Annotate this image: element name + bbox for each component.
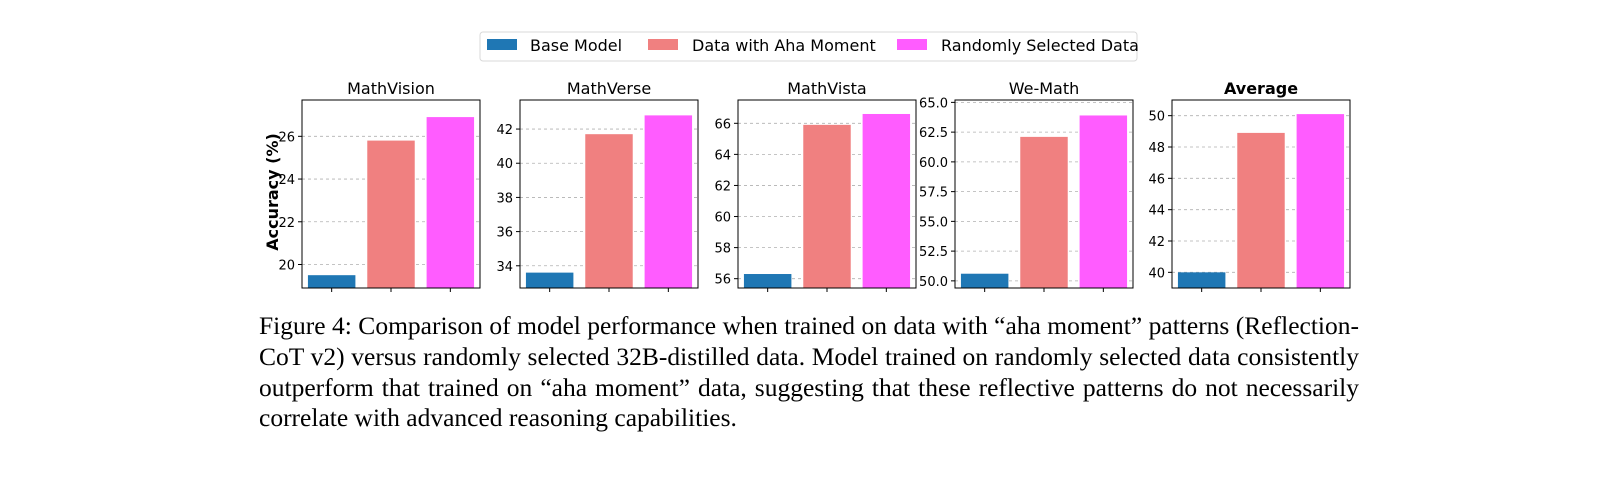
- y-tick-label: 22: [278, 216, 295, 231]
- panel-we-math: 50.0 52.5 55.0 57.5 60.0 62.5 65.0 We-Math: [919, 79, 1134, 292]
- y-tick-label: 55.0: [919, 215, 948, 230]
- panel-title: MathVision: [347, 79, 435, 98]
- y-tick-label: 56: [714, 273, 731, 288]
- panel-title: We-Math: [1009, 79, 1080, 98]
- bar-base-model: [1177, 272, 1226, 288]
- y-tick-label: 66: [714, 117, 731, 132]
- y-tick-label: 48: [1148, 141, 1165, 156]
- legend-swatch-aha-moment: [648, 39, 678, 50]
- y-tick-label: 64: [714, 148, 731, 163]
- bar-randomly-selected-data: [426, 117, 475, 288]
- y-tick-label: 52.5: [919, 245, 948, 260]
- bar-data-with-aha-moment: [1020, 136, 1068, 288]
- y-tick-label: 36: [496, 226, 513, 241]
- panel-mathvision: 20 22 24 26 MathVision: [278, 79, 481, 292]
- y-tick-label: 65.0: [919, 96, 948, 111]
- y-tick-label: 60.0: [919, 156, 948, 171]
- legend-label-aha-moment: Data with Aha Moment: [692, 36, 876, 55]
- y-tick-label: 42: [1148, 235, 1165, 250]
- y-tick-label: 40: [496, 157, 513, 172]
- y-tick-label: 50.0: [919, 275, 948, 290]
- legend-label-base-model: Base Model: [530, 36, 622, 55]
- y-tick-label: 50: [1148, 110, 1165, 125]
- axes-frame: [737, 99, 917, 289]
- y-tick-label: 24: [278, 173, 295, 188]
- axes-frame: [1171, 99, 1351, 289]
- figure: Base Model Data with Aha Moment Randomly…: [263, 31, 1351, 292]
- legend-label-random-data: Randomly Selected Data: [941, 36, 1139, 55]
- bar-base-model: [525, 272, 574, 288]
- y-tick-label: 20: [278, 259, 295, 274]
- axes-frame: [519, 99, 699, 289]
- legend: Base Model Data with Aha Moment Randomly…: [479, 31, 1139, 62]
- bar-data-with-aha-moment: [1237, 132, 1285, 288]
- bar-randomly-selected-data: [644, 115, 693, 288]
- panel-mathverse: 34 36 38 40 42 MathVerse: [496, 79, 699, 292]
- axes-frame: [301, 99, 481, 289]
- bar-base-model: [307, 275, 356, 288]
- y-tick-label: 57.5: [919, 186, 948, 201]
- bar-data-with-aha-moment: [585, 134, 633, 288]
- y-tick-label: 62.5: [919, 126, 948, 141]
- bar-data-with-aha-moment: [803, 124, 851, 289]
- y-tick-label: 38: [496, 191, 513, 206]
- legend-swatch-random-data: [897, 39, 927, 50]
- y-tick-label: 26: [278, 130, 295, 145]
- panel-title: MathVista: [787, 79, 866, 98]
- panel-title: MathVerse: [567, 79, 651, 98]
- panel-mathvista: 56 58 60 62 64 66 MathVista: [714, 79, 917, 292]
- y-tick-label: 34: [496, 260, 513, 275]
- y-tick-label: 40: [1148, 266, 1165, 281]
- bar-randomly-selected-data: [1079, 115, 1128, 288]
- bar-randomly-selected-data: [862, 113, 911, 288]
- figure-caption: Figure 4: Comparison of model performanc…: [259, 311, 1359, 433]
- panel-title: Average: [1224, 79, 1298, 98]
- panel-average: 40 42 44 46 48 50 Average: [1148, 79, 1351, 292]
- legend-frame: [479, 31, 1138, 62]
- bar-randomly-selected-data: [1296, 114, 1345, 288]
- bar-base-model: [960, 273, 1009, 288]
- y-tick-label: 42: [496, 123, 513, 138]
- bar-base-model: [743, 274, 792, 288]
- axes-frame: [954, 99, 1134, 289]
- y-tick-label: 60: [714, 211, 731, 226]
- y-tick-label: 58: [714, 242, 731, 257]
- bar-data-with-aha-moment: [367, 140, 415, 288]
- y-tick-label: 62: [714, 179, 731, 194]
- y-tick-label: 46: [1148, 172, 1165, 187]
- y-axis-label: Accuracy (%): [263, 133, 282, 251]
- legend-swatch-base-model: [487, 39, 517, 50]
- y-tick-label: 44: [1148, 204, 1165, 219]
- panels: 20222426MathVision3436384042MathVerse565…: [278, 79, 1351, 292]
